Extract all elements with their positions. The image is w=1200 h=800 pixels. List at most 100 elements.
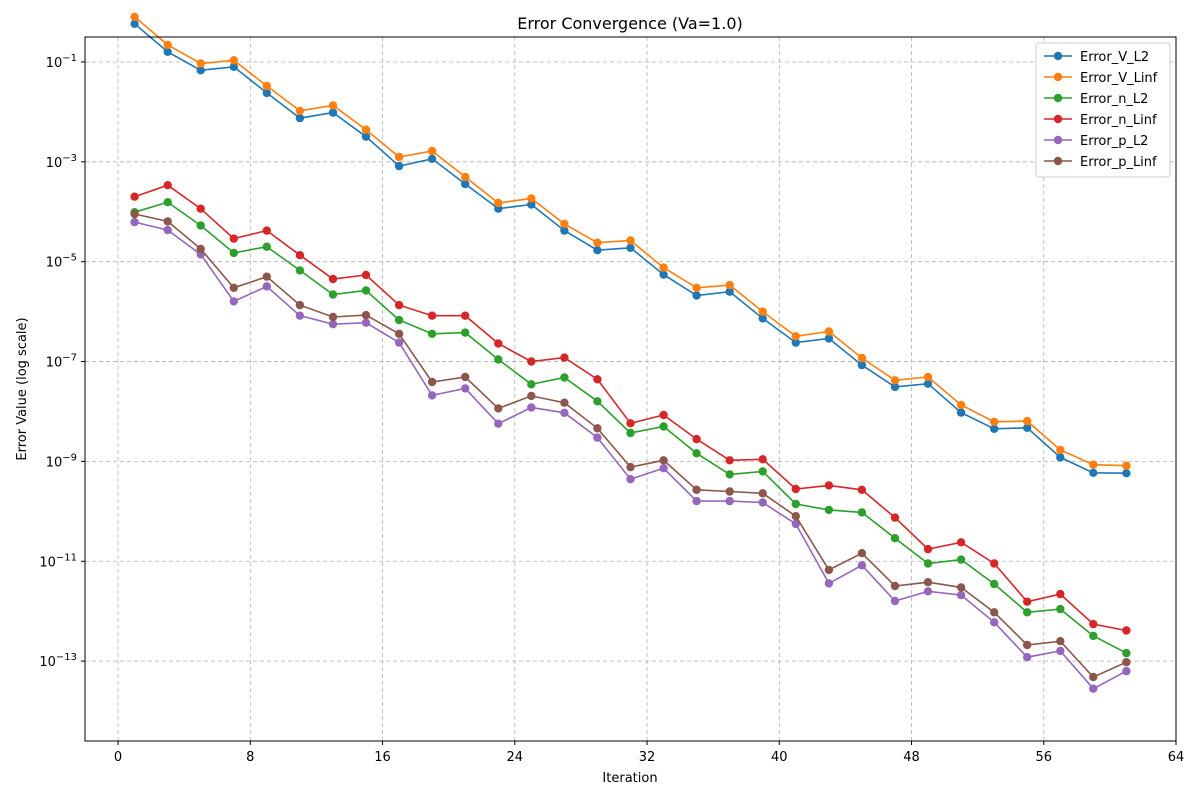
data-point xyxy=(1089,468,1098,477)
chart-title: Error Convergence (Va=1.0) xyxy=(517,14,743,33)
data-point xyxy=(295,106,305,116)
data-point xyxy=(527,391,536,401)
data-point xyxy=(1022,597,1032,606)
y-tick-label: 10−1 xyxy=(46,53,77,71)
y-tick-label: 10−5 xyxy=(46,253,77,271)
data-point xyxy=(262,226,271,235)
data-point xyxy=(791,519,800,529)
data-point xyxy=(560,408,569,417)
data-point xyxy=(295,113,305,123)
data-point xyxy=(1056,604,1065,614)
data-point xyxy=(494,198,503,208)
data-point xyxy=(857,549,867,558)
data-point xyxy=(626,475,635,484)
data-point xyxy=(328,312,338,322)
data-point xyxy=(361,310,371,320)
data-point xyxy=(427,377,437,387)
data-point xyxy=(725,470,734,479)
legend-swatch-marker xyxy=(1053,93,1063,103)
data-point xyxy=(1122,461,1131,470)
data-point xyxy=(791,499,800,509)
data-point xyxy=(328,101,338,110)
data-point xyxy=(659,263,668,272)
series-lines xyxy=(130,12,1131,693)
data-point xyxy=(692,283,701,292)
data-point xyxy=(692,496,701,506)
x-tick-label: 56 xyxy=(1035,750,1052,765)
data-point xyxy=(791,332,800,341)
data-point xyxy=(527,200,536,209)
y-tick-label: 10−7 xyxy=(46,353,77,371)
x-tick-label: 8 xyxy=(246,750,254,765)
data-point xyxy=(1122,666,1131,676)
data-point xyxy=(725,287,734,296)
legend-swatch-marker xyxy=(1053,72,1063,82)
data-point xyxy=(659,410,668,420)
data-point xyxy=(824,565,834,575)
data-point xyxy=(990,618,999,627)
data-point xyxy=(361,132,371,141)
data-point xyxy=(130,217,139,227)
data-point xyxy=(758,489,767,498)
data-point xyxy=(857,485,867,494)
data-point xyxy=(494,419,503,428)
legend: Error_V_L2 Error_V_Linf Error_n_L2 Error_n_… xyxy=(1035,42,1171,178)
data-point xyxy=(130,19,139,28)
data-point xyxy=(923,379,933,388)
data-point xyxy=(593,246,602,255)
data-point xyxy=(427,329,437,338)
data-point xyxy=(130,192,139,201)
y-tick-label: 10−11 xyxy=(39,552,77,570)
data-point xyxy=(262,282,271,291)
data-point xyxy=(990,559,999,568)
data-point xyxy=(361,318,371,327)
data-point xyxy=(130,12,139,22)
data-point xyxy=(956,590,966,600)
data-point xyxy=(427,154,437,163)
x-tick-label: 48 xyxy=(903,750,920,765)
data-point xyxy=(394,315,404,325)
series-Error_n_Linf xyxy=(130,181,1131,635)
data-point xyxy=(527,194,536,203)
data-point xyxy=(1089,631,1098,641)
data-point xyxy=(791,338,800,347)
data-point xyxy=(956,538,966,547)
data-point xyxy=(659,464,668,473)
y-tick-label: 10−13 xyxy=(39,652,77,670)
x-tick-label: 24 xyxy=(507,750,524,765)
data-point xyxy=(923,578,933,587)
data-point xyxy=(1089,684,1098,693)
legend-label: Error_V_Linf xyxy=(1080,71,1158,86)
data-point xyxy=(857,353,867,363)
data-point xyxy=(890,534,900,543)
data-point xyxy=(1022,423,1032,432)
data-point xyxy=(361,270,371,280)
data-point xyxy=(163,47,172,56)
data-point xyxy=(262,88,271,98)
legend-item: Error_p_Linf xyxy=(1044,155,1157,170)
data-point xyxy=(956,400,966,410)
legend-item: Error_p_L2 xyxy=(1044,134,1148,149)
data-point xyxy=(163,181,172,190)
data-point xyxy=(890,382,900,392)
data-point xyxy=(163,225,172,235)
x-tick-label: 0 xyxy=(114,750,122,765)
data-point xyxy=(328,108,338,117)
data-point xyxy=(890,596,900,606)
data-point xyxy=(923,544,933,554)
data-point xyxy=(692,449,701,458)
data-point xyxy=(1056,637,1065,646)
data-point xyxy=(659,422,668,431)
data-point xyxy=(196,221,205,230)
legend-swatch-marker xyxy=(1053,156,1063,166)
series-Error_n_L2 xyxy=(130,198,1131,658)
data-point xyxy=(527,357,536,366)
series-Error_p_Linf xyxy=(130,209,1131,682)
data-point xyxy=(990,417,999,426)
y-axis-ticks: 10−1 10−3 10−5 10−7 10−9 10−11 10−13 xyxy=(39,53,85,670)
data-point xyxy=(527,403,536,412)
data-point xyxy=(163,198,172,207)
legend-label: Error_V_L2 xyxy=(1080,50,1149,65)
data-point xyxy=(593,375,602,384)
